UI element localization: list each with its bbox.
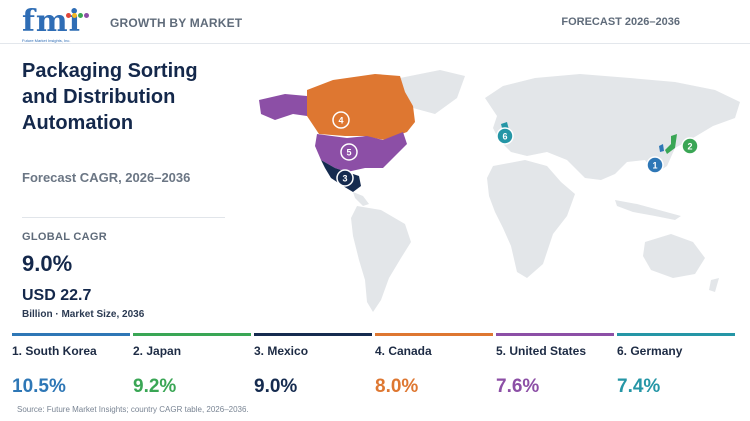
country-name: 1. South Korea	[12, 344, 97, 358]
svg-text:5: 5	[346, 148, 351, 158]
alaska-region	[259, 94, 307, 120]
map-marker-2[interactable]: 2	[681, 137, 699, 155]
country-cagr-value: 9.2%	[133, 376, 177, 397]
map-marker-6[interactable]: 6	[496, 127, 514, 145]
country-card-canada[interactable]: 4. Canada 8.0%	[375, 333, 493, 399]
south-korea-region	[659, 144, 664, 152]
divider	[22, 217, 225, 218]
market-size-label: Billion · Market Size, 2036	[22, 309, 145, 320]
country-name: 4. Canada	[375, 344, 432, 358]
card-color-bar	[254, 333, 372, 336]
indonesia-shape	[615, 200, 681, 220]
card-color-bar	[496, 333, 614, 336]
new-zealand-shape	[709, 278, 719, 292]
card-color-bar	[12, 333, 130, 336]
country-cagr-value: 8.0%	[375, 376, 419, 397]
country-cagr-value: 10.5%	[12, 376, 66, 397]
united-states-region	[315, 132, 407, 172]
global-cagr-value: 9.0%	[22, 251, 73, 276]
svg-text:2: 2	[687, 142, 692, 152]
country-card-united-states[interactable]: 5. United States 7.6%	[496, 333, 614, 399]
australia-shape	[643, 234, 705, 278]
logo-wordmark: fmi	[22, 4, 82, 39]
svg-text:6: 6	[502, 132, 507, 142]
country-name: 5. United States	[496, 344, 587, 358]
country-card-mexico[interactable]: 3. Mexico 9.0%	[254, 333, 372, 399]
land-masses	[351, 70, 740, 312]
market-size-value: USD 22.7	[22, 287, 92, 304]
greenland-shape	[400, 70, 465, 114]
fmi-logo[interactable]: fmi Future Market Insights, Inc.	[22, 4, 92, 46]
country-name: 2. Japan	[133, 344, 182, 358]
country-card-south-korea[interactable]: 1. South Korea 10.5%	[12, 333, 130, 399]
svg-text:3: 3	[342, 174, 347, 184]
country-card-germany[interactable]: 6. Germany 7.4%	[617, 333, 735, 399]
country-cards: 1. South Korea 10.5% 2. Japan 9.2% 3. Me…	[12, 333, 740, 403]
global-cagr-label: GLOBAL CAGR	[22, 231, 107, 243]
japan-region	[665, 134, 677, 154]
section-label: GROWTH BY MARKET	[110, 16, 243, 30]
central-america-shape	[353, 192, 369, 206]
south-america-shape	[351, 206, 411, 312]
forecast-label: FORECAST 2026–2036	[561, 16, 680, 28]
source-note: Source: Future Market Insights; country …	[17, 405, 249, 414]
map-marker-4[interactable]: 4	[332, 111, 350, 129]
header: fmi Future Market Insights, Inc. GROWTH …	[0, 0, 750, 44]
page-title: Packaging Sorting and Distribution Autom…	[22, 60, 198, 134]
world-map: 4 5 3 6 1 2	[259, 70, 740, 312]
card-color-bar	[617, 333, 735, 336]
svg-text:4: 4	[338, 116, 343, 126]
card-color-bar	[133, 333, 251, 336]
map-marker-5[interactable]: 5	[340, 143, 358, 161]
country-card-japan[interactable]: 2. Japan 9.2%	[133, 333, 251, 399]
canada-region	[307, 74, 415, 140]
logo-tagline: Future Market Insights, Inc.	[22, 38, 71, 43]
logo-dots-icon	[66, 5, 90, 23]
card-color-bar	[375, 333, 493, 336]
country-name: 6. Germany	[617, 344, 683, 358]
page-subtitle: Forecast CAGR, 2026–2036	[22, 170, 191, 185]
country-cagr-value: 7.6%	[496, 376, 540, 397]
country-name: 3. Mexico	[254, 344, 309, 358]
svg-text:1: 1	[652, 161, 657, 171]
map-markers: 4 5 3 6 1 2	[332, 111, 699, 187]
country-cagr-value: 9.0%	[254, 376, 298, 397]
eurasia-shape	[485, 74, 740, 180]
country-cagr-value: 7.4%	[617, 376, 661, 397]
map-marker-3[interactable]: 3	[336, 169, 354, 187]
africa-shape	[487, 160, 575, 278]
map-marker-1[interactable]: 1	[646, 156, 664, 174]
